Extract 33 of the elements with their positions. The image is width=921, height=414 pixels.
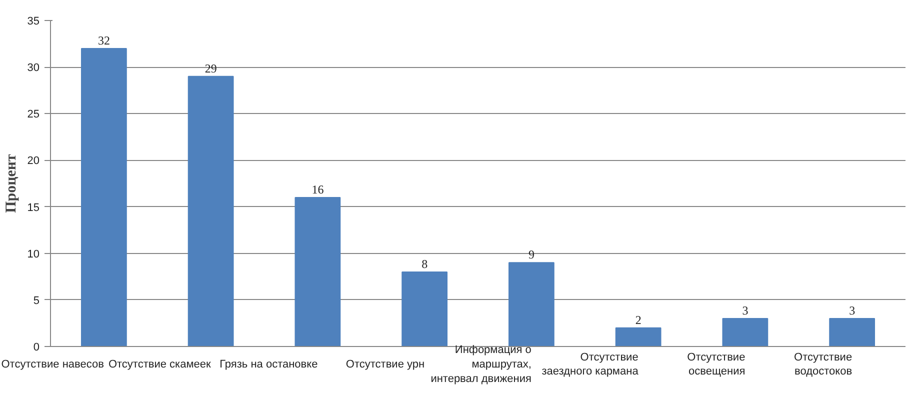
bar [80,48,127,346]
x-tick-label: Информация о маршрутах, интервал движения [430,344,532,385]
x-tick-label: Грязь на остановке [220,358,318,370]
x-tick-label: Отсутствие освещения [687,351,746,378]
data-label: 32 [98,33,110,48]
x-tick-label: Отсутствие урн [346,358,425,370]
y-tick-label: 10 [27,248,40,260]
bar [615,327,662,346]
bar [722,318,768,346]
data-label: 29 [204,61,217,76]
y-tick-label: 15 [27,202,40,214]
data-label: 8 [422,256,428,271]
data-label: 9 [528,248,534,262]
y-tick-label: 25 [27,108,40,121]
data-label: 3 [742,304,748,318]
data-label: 3 [849,304,856,318]
data-label: 16 [312,182,324,196]
y-tick-label: 35 [27,16,40,28]
x-tick-label: Отсутствие скамеек [108,358,211,370]
data-label: 2 [635,312,642,327]
y-tick-label: 20 [27,155,40,168]
y-tick-label: 0 [33,342,40,354]
x-tick-label: Отсутствие навесов [1,358,104,370]
bar [829,318,876,346]
bar [508,262,554,346]
bar [188,76,234,346]
x-tick-label: Отсутствие заездного кармана [542,351,640,378]
y-tick-label: 5 [33,294,40,307]
bar [294,196,341,346]
bar [402,271,448,346]
y-tick-label: 30 [27,62,40,74]
y-axis-title: Процент [3,153,20,213]
x-tick-label: Отсутствие водостоков [794,351,852,378]
